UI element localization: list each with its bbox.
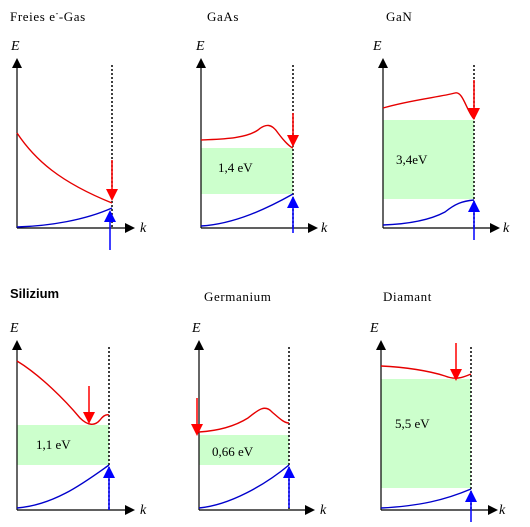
panel-diamant: Diamant E 5,5 eV k [369, 289, 506, 522]
energy-axis-label: E [10, 39, 20, 54]
band-gap-label: 3,4eV [396, 152, 428, 167]
energy-axis-label: E [9, 321, 19, 336]
momentum-axis-label: k [499, 503, 506, 518]
conduction-band-curve [200, 124, 294, 149]
valence-band-curve [198, 464, 290, 509]
band-gap-label: 1,4 eV [218, 160, 253, 175]
band-gap-region [383, 120, 474, 199]
valence-band-curve [380, 488, 472, 509]
momentum-axis-label: k [140, 221, 147, 236]
valence-band-curve [16, 207, 113, 228]
panel-title: Diamant [383, 289, 432, 304]
band-gap-region [199, 435, 289, 465]
panel-title: Freies e--Gas [10, 9, 86, 24]
conduction-band-curve [16, 360, 110, 425]
energy-axis-label: E [369, 321, 379, 336]
energy-axis-label: E [372, 39, 382, 54]
panel-germanium: Germanium E 0,66 eV k [191, 289, 327, 518]
band-gap-label: 5,5 eV [395, 416, 430, 431]
panel-title: GaAs [207, 9, 239, 24]
panel-gaas: GaAs E 1,4 eV k [195, 9, 328, 236]
band-gap-region [201, 148, 293, 194]
momentum-axis-label: k [320, 503, 327, 518]
panel-gan: GaN E 3,4eV k [372, 9, 510, 240]
panel-free-electron-gas: Freies e--Gas E k [10, 9, 147, 250]
panel-silizium: Silizium E 1,1 eV k [9, 286, 147, 518]
momentum-axis-label: k [321, 221, 328, 236]
valence-band-curve [200, 193, 294, 227]
energy-axis-label: E [195, 39, 205, 54]
momentum-axis-label: k [140, 503, 147, 518]
conduction-band-curve [382, 92, 475, 120]
conduction-band-curve [16, 132, 113, 204]
panel-title: Silizium [10, 286, 59, 301]
band-gap-label: 0,66 eV [212, 444, 254, 459]
conduction-band-curve [380, 365, 472, 379]
panel-title: Germanium [204, 289, 272, 304]
panel-title: GaN [386, 9, 412, 24]
momentum-axis-label: k [503, 221, 510, 236]
band-gap-label: 1,1 eV [36, 437, 71, 452]
conduction-band-curve [198, 407, 290, 433]
band-gap-region [17, 425, 109, 465]
valence-band-curve [382, 199, 475, 226]
band-gap-region [381, 379, 471, 488]
energy-axis-label: E [191, 321, 201, 336]
valence-band-curve [16, 464, 110, 509]
